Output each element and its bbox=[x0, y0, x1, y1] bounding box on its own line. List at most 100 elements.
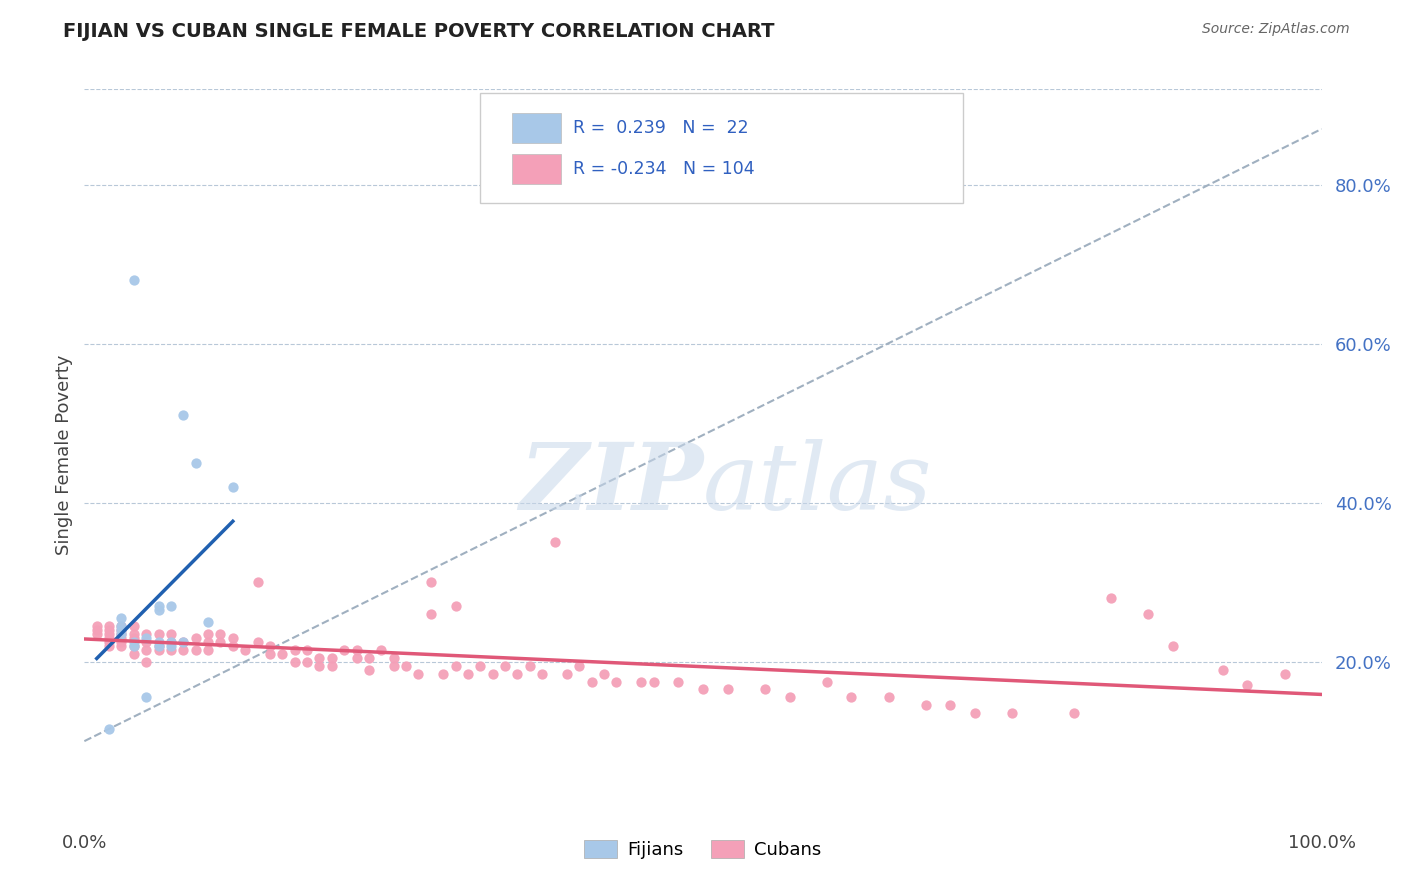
Point bbox=[110, 627, 132, 641]
Point bbox=[444, 658, 467, 673]
Point bbox=[122, 639, 145, 653]
Point bbox=[939, 698, 962, 713]
Point bbox=[370, 642, 392, 657]
Point bbox=[98, 619, 121, 633]
Point bbox=[841, 690, 863, 705]
Point bbox=[308, 650, 330, 665]
Point bbox=[148, 639, 170, 653]
Point bbox=[382, 650, 405, 665]
Point bbox=[184, 456, 207, 470]
Point bbox=[110, 619, 132, 633]
Point bbox=[209, 634, 232, 648]
Point bbox=[135, 627, 157, 641]
Point bbox=[692, 682, 714, 697]
Point bbox=[295, 655, 318, 669]
Point bbox=[110, 634, 132, 648]
Point bbox=[779, 690, 801, 705]
Point bbox=[630, 674, 652, 689]
Point bbox=[160, 634, 183, 648]
Point bbox=[172, 408, 194, 422]
Point bbox=[98, 634, 121, 648]
Point bbox=[122, 647, 145, 661]
Text: Source: ZipAtlas.com: Source: ZipAtlas.com bbox=[1202, 22, 1350, 37]
Point bbox=[444, 599, 467, 613]
Point bbox=[122, 619, 145, 633]
Point bbox=[122, 627, 145, 641]
Point bbox=[86, 623, 108, 637]
Point bbox=[506, 666, 529, 681]
Point bbox=[965, 706, 987, 721]
Point bbox=[86, 627, 108, 641]
Text: R = -0.234   N = 104: R = -0.234 N = 104 bbox=[574, 160, 755, 178]
Legend: Fijians, Cubans: Fijians, Cubans bbox=[576, 832, 830, 866]
Point bbox=[457, 666, 479, 681]
Point bbox=[172, 634, 194, 648]
Point bbox=[408, 666, 430, 681]
Point bbox=[172, 642, 194, 657]
Point bbox=[197, 642, 219, 657]
Point bbox=[184, 642, 207, 657]
Point bbox=[382, 658, 405, 673]
Point bbox=[110, 627, 132, 641]
Point bbox=[160, 634, 183, 648]
Point bbox=[110, 623, 132, 637]
Point bbox=[86, 619, 108, 633]
Point bbox=[148, 603, 170, 617]
Point bbox=[519, 658, 541, 673]
Point bbox=[593, 666, 616, 681]
Point bbox=[419, 607, 441, 621]
Point bbox=[308, 658, 330, 673]
Point bbox=[1161, 639, 1184, 653]
Point bbox=[98, 631, 121, 645]
Point bbox=[271, 647, 294, 661]
Point bbox=[333, 642, 356, 657]
Point bbox=[197, 615, 219, 629]
Point bbox=[197, 627, 219, 641]
Point bbox=[914, 698, 936, 713]
Point bbox=[197, 634, 219, 648]
FancyBboxPatch shape bbox=[512, 112, 561, 144]
Text: ZIP: ZIP bbox=[519, 439, 703, 529]
Point bbox=[1274, 666, 1296, 681]
FancyBboxPatch shape bbox=[512, 153, 561, 185]
Point bbox=[246, 575, 269, 590]
Point bbox=[1236, 678, 1258, 692]
Point bbox=[321, 658, 343, 673]
Point bbox=[110, 611, 132, 625]
Point bbox=[432, 666, 454, 681]
Point bbox=[98, 627, 121, 641]
Point bbox=[148, 634, 170, 648]
Point bbox=[346, 650, 368, 665]
Point bbox=[259, 647, 281, 661]
Point bbox=[122, 273, 145, 287]
Point bbox=[222, 480, 245, 494]
Point bbox=[357, 650, 380, 665]
Point bbox=[531, 666, 554, 681]
Text: atlas: atlas bbox=[703, 439, 932, 529]
Point bbox=[1063, 706, 1085, 721]
Point bbox=[419, 575, 441, 590]
Point bbox=[1137, 607, 1160, 621]
Point bbox=[110, 619, 132, 633]
Point bbox=[148, 639, 170, 653]
Point bbox=[605, 674, 627, 689]
Point bbox=[98, 623, 121, 637]
Point bbox=[581, 674, 603, 689]
Point bbox=[98, 639, 121, 653]
Point bbox=[481, 666, 503, 681]
Text: R =  0.239   N =  22: R = 0.239 N = 22 bbox=[574, 119, 749, 137]
Point bbox=[222, 639, 245, 653]
Point bbox=[357, 663, 380, 677]
Point bbox=[877, 690, 900, 705]
Point bbox=[110, 639, 132, 653]
Point bbox=[148, 599, 170, 613]
Point bbox=[222, 631, 245, 645]
Point bbox=[110, 631, 132, 645]
Point bbox=[555, 666, 578, 681]
Point bbox=[246, 634, 269, 648]
Point bbox=[110, 623, 132, 637]
Point bbox=[122, 634, 145, 648]
Point bbox=[122, 631, 145, 645]
Point bbox=[1212, 663, 1234, 677]
Point bbox=[470, 658, 492, 673]
